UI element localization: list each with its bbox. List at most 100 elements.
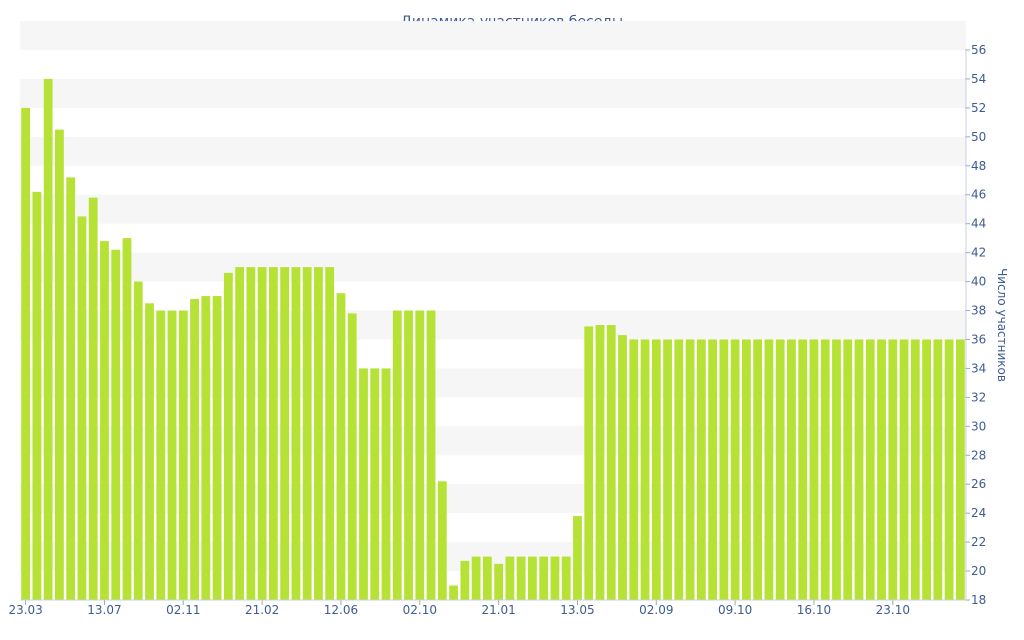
x-tick-label: 12.06	[324, 603, 358, 617]
bar	[696, 339, 706, 600]
bar	[775, 339, 785, 600]
bar	[257, 267, 267, 600]
bar	[944, 339, 954, 600]
bar	[212, 296, 222, 600]
bar	[111, 249, 121, 600]
bar	[910, 339, 920, 600]
bar	[178, 310, 188, 600]
x-tick-label: 09.10	[718, 603, 752, 617]
y-tick-label: 52	[971, 101, 986, 115]
bar	[809, 339, 819, 600]
bar	[685, 339, 695, 600]
y-tick-label: 40	[971, 275, 986, 289]
bar	[854, 339, 864, 600]
grid-band	[20, 368, 966, 398]
y-tick-label: 48	[971, 159, 986, 173]
y-tick-label: 30	[971, 419, 986, 433]
bar	[494, 563, 504, 600]
bar	[539, 556, 549, 600]
y-tick-label: 20	[971, 564, 986, 578]
y-tick-label: 18	[971, 593, 986, 607]
bar	[787, 339, 796, 600]
bar	[269, 267, 278, 600]
grid-band	[20, 136, 966, 166]
bar	[347, 313, 357, 600]
bar	[471, 556, 481, 600]
x-tick-label: 21.01	[481, 603, 515, 617]
bar	[742, 339, 751, 600]
bar	[291, 267, 301, 600]
bar	[730, 339, 740, 600]
bar	[843, 339, 853, 600]
bar	[798, 339, 808, 600]
bar	[663, 339, 672, 600]
bar	[21, 107, 31, 600]
bar	[922, 339, 931, 600]
bar	[314, 267, 323, 600]
bar	[167, 310, 177, 600]
bar	[426, 310, 436, 600]
bar	[561, 556, 571, 600]
grid-band	[20, 310, 966, 340]
y-tick-label: 42	[971, 246, 986, 260]
bar	[190, 298, 199, 600]
grid-band	[20, 542, 966, 572]
bar	[223, 272, 233, 600]
bar	[404, 310, 413, 600]
bar	[145, 303, 154, 600]
bar	[651, 339, 661, 600]
x-tick-label: 02.09	[639, 603, 673, 617]
y-tick-label: 50	[971, 130, 986, 144]
y-tick-label: 46	[971, 188, 986, 202]
bar	[460, 560, 470, 600]
bar	[55, 129, 64, 600]
bar	[370, 368, 380, 600]
bar	[764, 339, 774, 600]
bar	[719, 339, 729, 600]
x-tick-label: 16.10	[797, 603, 831, 617]
bar	[437, 481, 447, 600]
bar	[888, 339, 898, 600]
bar	[550, 556, 560, 600]
bar	[877, 339, 886, 600]
bar	[595, 325, 605, 600]
bar	[584, 326, 594, 600]
x-tick-label: 23.03	[8, 603, 42, 617]
bar	[381, 368, 391, 600]
x-tick-label: 21.02	[245, 603, 279, 617]
x-tick-label: 02.10	[403, 603, 437, 617]
y-tick-label: 22	[971, 535, 986, 549]
bar	[674, 339, 684, 600]
bar	[201, 296, 211, 600]
bar	[573, 516, 582, 600]
y-tick-label: 28	[971, 448, 986, 462]
bar	[415, 310, 425, 600]
bar	[392, 310, 402, 600]
grid-band	[20, 426, 966, 456]
bar	[708, 339, 717, 600]
y-tick-label: 32	[971, 390, 986, 404]
bar	[899, 339, 909, 600]
x-tick-label: 02.11	[166, 603, 200, 617]
bar	[122, 238, 132, 600]
bar	[32, 191, 42, 600]
bar	[359, 368, 368, 600]
grid-band	[20, 252, 966, 282]
bar	[133, 281, 143, 600]
y-tick-label: 44	[971, 217, 986, 231]
y-tick-label: 56	[971, 43, 986, 57]
y-axis-title: Число участников	[995, 268, 1009, 382]
bar	[336, 293, 346, 600]
bar	[482, 556, 492, 600]
bar	[516, 556, 526, 600]
bar	[235, 267, 244, 600]
grid-band	[20, 484, 966, 514]
y-tick-label: 34	[971, 361, 986, 375]
x-tick-label: 13.07	[87, 603, 121, 617]
bar	[88, 197, 98, 600]
grid-band	[20, 78, 966, 108]
y-tick-label: 26	[971, 477, 986, 491]
bar	[66, 177, 76, 601]
bar	[302, 267, 312, 600]
bar	[618, 335, 627, 600]
